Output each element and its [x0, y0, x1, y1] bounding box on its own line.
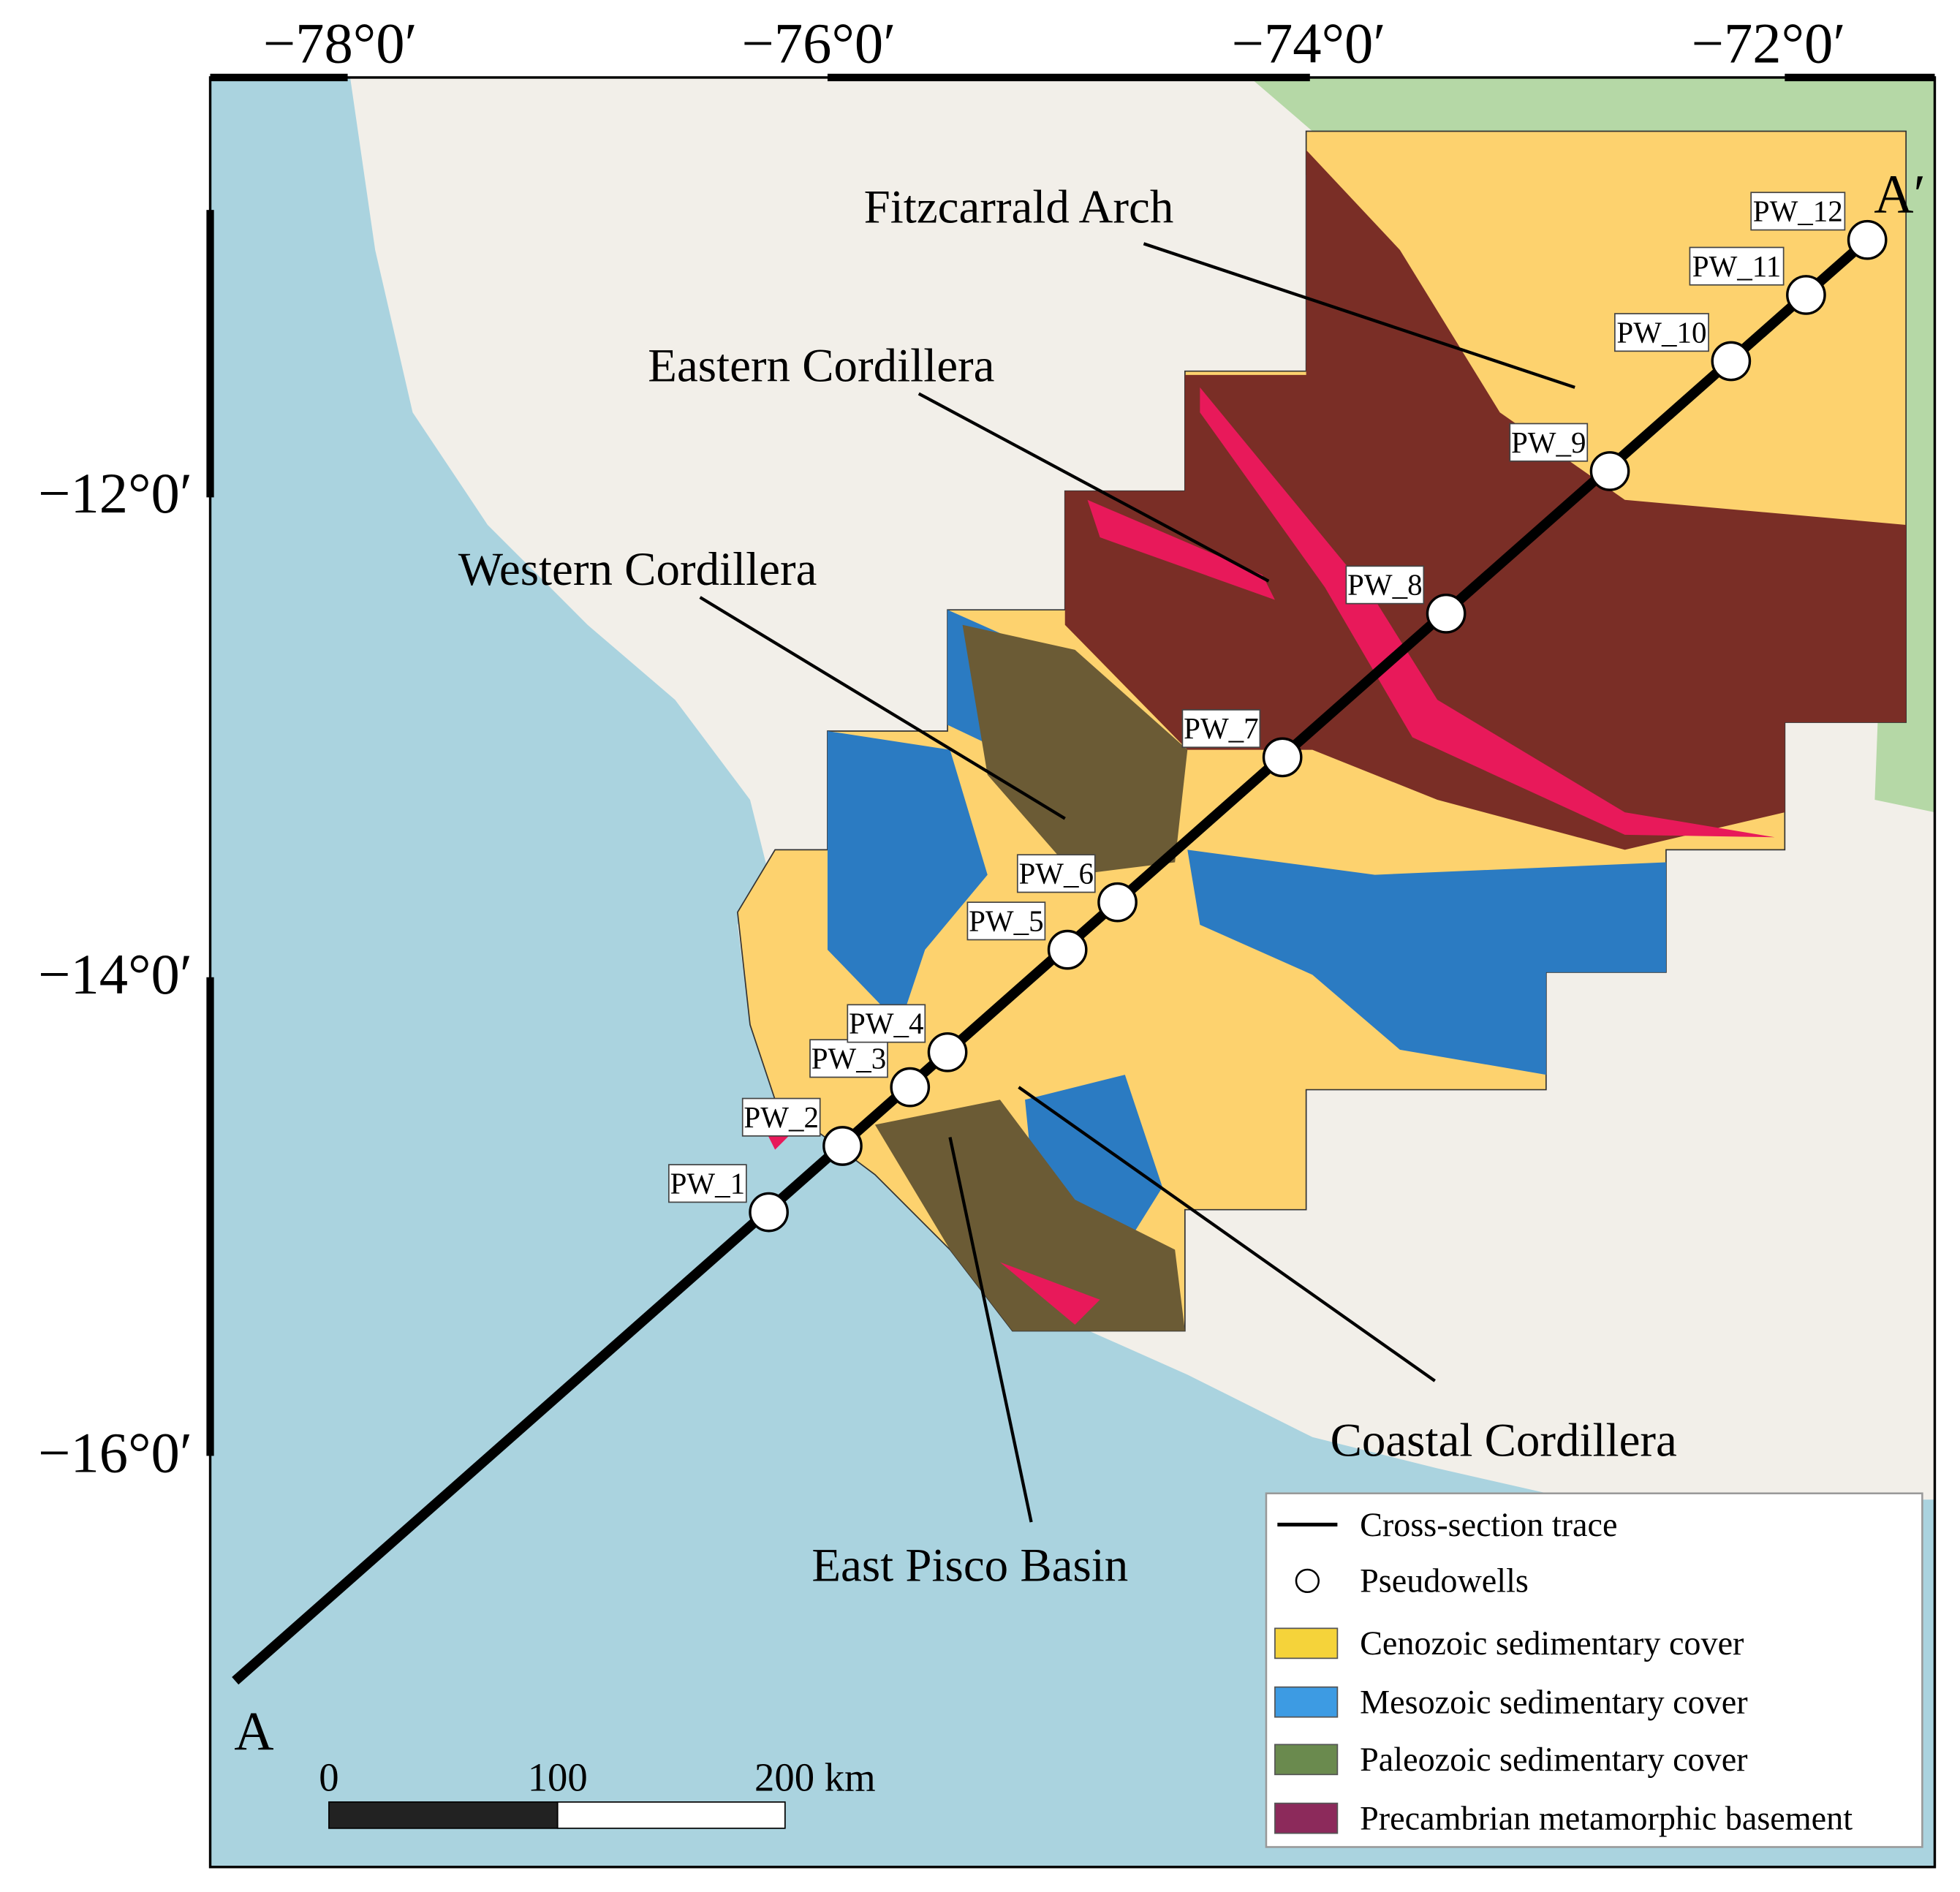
well-label-box: [1016, 854, 1096, 893]
well-label-box: [1614, 313, 1709, 352]
legend-label: Pseudowells: [1360, 1562, 1529, 1600]
well-label-box: [668, 1164, 747, 1203]
well-label: PW_9: [1511, 425, 1586, 459]
legend-label: Cross-section trace: [1360, 1506, 1617, 1543]
frame-bar: [827, 73, 1310, 82]
pseudowell: [927, 1032, 968, 1072]
longitude-label: −76°0′: [742, 12, 896, 75]
leader-line: [1143, 242, 1575, 389]
leader-line: [1018, 1086, 1436, 1382]
well-label: PW_11: [1692, 249, 1782, 283]
geology: [736, 130, 1907, 1332]
section-end-label: A: [234, 1701, 273, 1762]
precambrian-area: [1200, 387, 1775, 838]
legend-swatch: [1274, 1802, 1339, 1834]
legend-label: Mesozoic sedimentary cover: [1360, 1684, 1747, 1721]
well-label: PW_10: [1616, 315, 1706, 349]
legend-swatch: [1274, 1744, 1339, 1776]
region-label: Western Cordillera: [458, 543, 817, 596]
legend-swatch: [1274, 1627, 1339, 1660]
region-label: Fitzcarrald Arch: [864, 181, 1174, 233]
paleozoic-area: [962, 624, 1188, 875]
longitude-label: −72°0′: [1692, 12, 1846, 75]
latitude-label: −16°0′: [38, 1422, 192, 1486]
well-label-box: [1750, 192, 1846, 231]
well-label: PW_8: [1347, 568, 1423, 602]
paleozoic-area: [874, 1100, 1185, 1331]
pseudowell: [1426, 593, 1467, 634]
region-label: Coastal Cordillera: [1331, 1414, 1677, 1467]
section-end-label: A′: [1874, 164, 1926, 225]
legend-label: Cenozoic sedimentary cover: [1360, 1624, 1744, 1662]
well-label: PW_3: [811, 1042, 887, 1075]
well-label: PW_4: [849, 1007, 924, 1040]
pseudowell: [1097, 882, 1138, 923]
legend-label: Precambrian metamorphic basement: [1360, 1800, 1853, 1837]
precambrian-area: [999, 1262, 1100, 1325]
legend-box: [1265, 1492, 1923, 1848]
longitude-label: −78°0′: [263, 12, 417, 75]
leader-line: [917, 392, 1270, 583]
well-label: PW_12: [1753, 194, 1843, 228]
pseudowell: [1262, 737, 1303, 778]
well-label: PW_5: [969, 904, 1044, 937]
pseudowell: [1047, 929, 1088, 970]
region-label: Eastern Cordillera: [648, 339, 994, 392]
legend-label: Paleozoic sedimentary cover: [1360, 1741, 1747, 1778]
pseudowell: [1786, 275, 1826, 315]
frame-bar: [210, 73, 348, 82]
well-label: PW_6: [1018, 857, 1094, 890]
legend-marker: [1295, 1568, 1320, 1594]
well-label-box: [1181, 709, 1261, 749]
pseudowell: [1711, 341, 1752, 382]
pseudowell: [822, 1126, 863, 1166]
latitude-label: −14°0′: [38, 943, 192, 1007]
well-label-box: [1345, 565, 1425, 605]
pseudowell: [890, 1067, 931, 1108]
mesozoic-area: [827, 730, 988, 1025]
region-label: East Pisco Basin: [811, 1539, 1128, 1592]
legend-swatch: [1274, 1686, 1339, 1718]
scale-label: 100: [528, 1755, 588, 1800]
well-label-box: [1689, 246, 1785, 286]
well-label: PW_7: [1184, 711, 1259, 745]
well-label-box: [1509, 423, 1589, 462]
longitude-label: −74°0′: [1232, 12, 1386, 75]
scale-label: 0: [319, 1755, 338, 1800]
frame-bar: [206, 977, 214, 1456]
basement-area: [1064, 150, 1907, 850]
well-label-box: [847, 1004, 926, 1043]
scale-label: 200 km: [754, 1755, 876, 1800]
frame-bar: [1785, 73, 1935, 82]
scale-bar-segment: [556, 1801, 786, 1829]
well-label-box: [809, 1039, 888, 1078]
latitude-label: −12°0′: [38, 462, 192, 526]
leader-line: [699, 596, 1066, 820]
frame-bar: [206, 210, 214, 498]
pseudowell: [1589, 451, 1630, 491]
mesozoic-area: [1187, 849, 1666, 1075]
pseudowell: [749, 1192, 789, 1233]
well-label: PW_1: [670, 1166, 746, 1200]
scale-bar-segment: [328, 1801, 559, 1829]
pseudowell: [1847, 219, 1888, 260]
well-label-box: [741, 1097, 821, 1137]
well-label: PW_2: [743, 1100, 819, 1134]
well-label-box: [966, 901, 1046, 941]
leader-line: [948, 1137, 1033, 1523]
precambrian-area: [1087, 499, 1275, 600]
